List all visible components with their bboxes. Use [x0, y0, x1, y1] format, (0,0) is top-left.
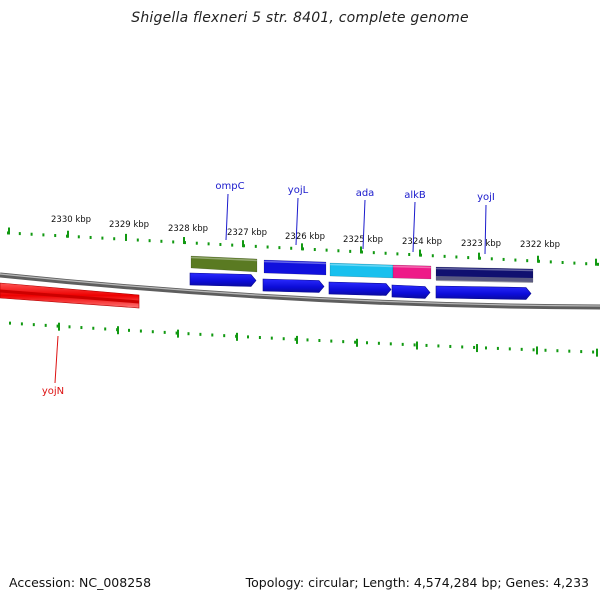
scale-label: 2330 kbp: [51, 215, 91, 225]
gene-label-alkb[interactable]: alkB: [404, 190, 426, 201]
gene-block-shade: [0, 289, 140, 304]
gene-label-ompc[interactable]: ompC: [215, 181, 244, 192]
gene-label-leader: [412, 201, 416, 253]
gene-label-yoji[interactable]: yojI: [477, 192, 495, 203]
cds-arrow[interactable]: [435, 285, 532, 300]
scale-label: 2328 kbp: [168, 224, 208, 234]
gene-labels: ompC yojL ada alkB yojI yojN: [42, 181, 495, 397]
accession-text: Accession: NC_008258: [9, 575, 152, 590]
gene-block-highlight: [263, 260, 327, 265]
gene-block-highlight: [392, 265, 432, 269]
gene-label-ada[interactable]: ada: [356, 188, 375, 199]
cds-arrow[interactable]: [328, 281, 392, 296]
feature-track: [0, 255, 534, 309]
gene-label-yojn[interactable]: yojN: [42, 386, 64, 397]
gene-label-leader: [225, 193, 229, 241]
gene-label-leader: [295, 197, 299, 246]
cds-arrow[interactable]: [262, 278, 325, 293]
cds-arrow[interactable]: [391, 284, 431, 299]
scale-label: 2323 kbp: [461, 239, 501, 249]
genome-backbone: [0, 272, 600, 310]
gene-block-ompc[interactable]: [190, 255, 258, 273]
gene-label-leader: [484, 204, 487, 255]
scale-label: 2322 kbp: [520, 240, 560, 250]
scale-label: 2329 kbp: [109, 220, 149, 230]
gene-block-yojl[interactable]: [263, 259, 327, 276]
gene-block-shade: [436, 276, 533, 283]
backbone-line: [0, 272, 600, 310]
scale-label: 2326 kbp: [285, 232, 325, 242]
scale-label: 2324 kbp: [402, 237, 442, 247]
gene-block-highlight: [329, 263, 394, 268]
gene-block-highlight: [190, 256, 258, 262]
cds-arrow[interactable]: [189, 272, 257, 287]
gene-label-leader: [54, 335, 59, 384]
genome-summary-text: Topology: circular; Length: 4,574,284 bp…: [245, 575, 589, 590]
gene-label-yojl[interactable]: yojL: [288, 185, 309, 196]
gene-block-alkb[interactable]: [392, 264, 432, 280]
scale-label: 2327 kbp: [227, 228, 267, 238]
gene-label-leader: [362, 199, 366, 250]
gene-block-highlight: [435, 267, 534, 272]
genome-title: Shigella flexneri 5 str. 8401, complete …: [131, 10, 469, 26]
backbone-highlight: [0, 273, 600, 307]
